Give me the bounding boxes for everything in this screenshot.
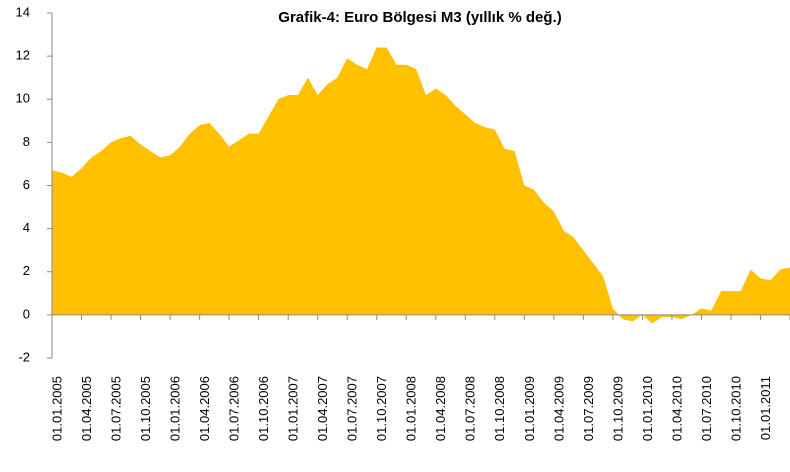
x-tick-label: 01.01.2007 (286, 376, 301, 441)
x-tick-label: 01.01.2005 (49, 376, 64, 441)
x-tick-label: 01.04.2006 (197, 376, 212, 441)
x-tick-label: 01.01.2009 (522, 376, 537, 441)
x-tick-label: 01.01.2006 (168, 376, 183, 441)
y-tick-label: 4 (23, 220, 30, 235)
chart-title: Grafik-4: Euro Bölgesi M3 (yıllık % değ.… (278, 9, 561, 26)
x-tick-label: 01.10.2009 (610, 376, 625, 441)
x-tick-label: 01.01.2010 (640, 376, 655, 441)
x-tick-label: 01.01.2011 (758, 376, 773, 440)
x-tick-label: 01.04.2009 (551, 376, 566, 441)
x-tick-label: 01.04.2005 (79, 376, 94, 441)
area (52, 47, 790, 324)
y-tick-label: 10 (16, 91, 30, 106)
x-tick-label: 01.04.2010 (669, 376, 684, 441)
x-tick-label: 01.01.2008 (404, 376, 419, 441)
x-tick-label: 01.10.2008 (492, 376, 507, 441)
x-tick-label: 01.10.2010 (728, 376, 743, 441)
y-tick-label: 8 (23, 134, 30, 149)
x-tick-label: 01.07.2007 (345, 376, 360, 441)
x-tick-label: 01.04.2011 (787, 376, 790, 440)
y-tick-label: 2 (23, 263, 30, 278)
x-tick-label: 01.10.2006 (256, 376, 271, 441)
y-tick-label: -2 (18, 349, 30, 364)
y-tick-label: 6 (23, 177, 30, 192)
x-tick-label: 01.07.2008 (463, 376, 478, 441)
x-tick-label: 01.07.2005 (108, 376, 123, 441)
x-tick-label: 01.10.2007 (374, 376, 389, 441)
y-tick-label: 12 (16, 48, 30, 63)
x-tick-label: 01.04.2008 (433, 376, 448, 441)
x-tick-label: 01.07.2006 (227, 376, 242, 441)
x-tick-label: 01.07.2010 (699, 376, 714, 441)
x-tick-label: 01.10.2005 (138, 376, 153, 441)
y-tick-label: 14 (16, 4, 30, 19)
y-tick-label: 0 (23, 306, 30, 321)
x-tick-label: 01.04.2007 (315, 376, 330, 441)
x-tick-label: 01.07.2009 (581, 376, 596, 441)
